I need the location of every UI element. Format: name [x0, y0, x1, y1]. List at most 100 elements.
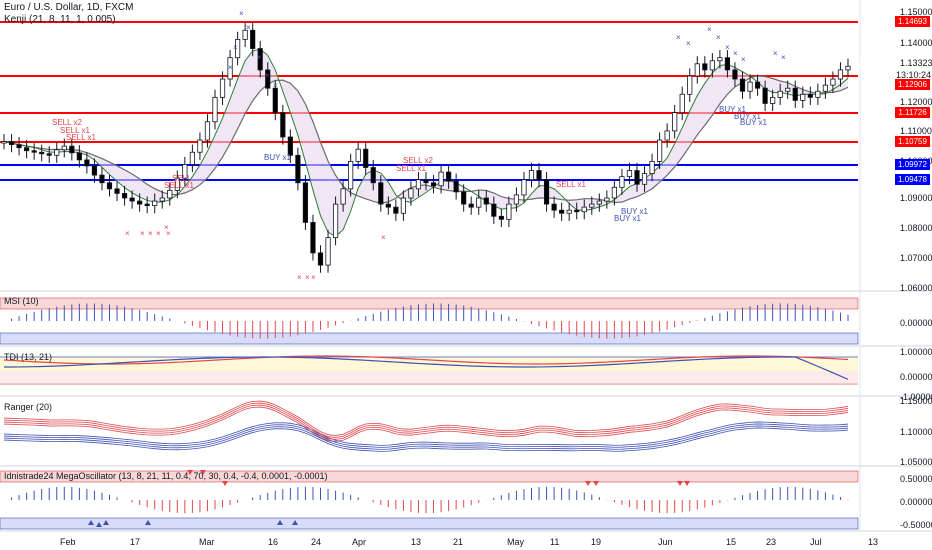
- candle-body: [8, 141, 15, 146]
- sell-signal: SELL x1: [164, 181, 194, 190]
- buy-marker: ×: [273, 81, 278, 90]
- ranger-tick: 1.05000: [900, 457, 932, 467]
- price-tick: 1.06000: [900, 283, 932, 293]
- fast-ma-line: [3, 48, 849, 238]
- candle-body: [543, 179, 550, 205]
- candle-body: [415, 179, 422, 190]
- candle-body: [129, 197, 135, 202]
- candle-body: [363, 148, 369, 168]
- time-tick: Apr: [352, 537, 367, 547]
- candle-body: [476, 197, 482, 208]
- tdi-red-line: [3, 355, 849, 365]
- time-tick: 13: [411, 537, 422, 547]
- candle-body: [242, 29, 248, 40]
- buy-marker: ×: [781, 53, 786, 62]
- candle-body: [709, 60, 715, 71]
- candle-body: [687, 75, 693, 95]
- level-badge: 1.11726: [895, 107, 930, 118]
- sell-signal: SELL: [172, 174, 192, 183]
- ranger-upper-line: [3, 400, 849, 436]
- candle-body: [694, 63, 700, 77]
- buy-marker: ×: [246, 23, 251, 32]
- sell-marker: ×: [381, 233, 386, 242]
- candle-body: [830, 78, 836, 86]
- time-tick: Jul: [810, 537, 822, 547]
- candle-body: [717, 57, 723, 62]
- candle-body: [453, 180, 459, 193]
- candle-body: [536, 170, 542, 181]
- candle-body: [370, 167, 376, 184]
- candle-body: [54, 149, 60, 156]
- mega-buy-arrow: [277, 520, 283, 525]
- mega-tick: 0.00000: [900, 497, 932, 507]
- candle-body: [39, 151, 45, 155]
- sell-signal: SELL x2: [403, 156, 433, 165]
- price-tick: 1.11000: [900, 126, 932, 136]
- tdi-tick: -1.00000: [900, 392, 932, 402]
- buy-marker: ×: [239, 9, 244, 18]
- price-tick: 1.14000: [900, 38, 932, 48]
- level-badge: 1.09972: [895, 159, 930, 170]
- candle-body: [777, 90, 783, 98]
- buy-marker: ×: [741, 55, 746, 64]
- sell-marker: ×: [166, 229, 171, 238]
- mega-sell-arrow: [187, 470, 193, 475]
- time-tick: 15: [726, 537, 737, 547]
- msi-title: MSI (10): [4, 296, 39, 306]
- candle-body: [24, 147, 30, 152]
- candle-body: [792, 87, 798, 101]
- candle-body: [408, 188, 414, 199]
- candle-body: [506, 203, 512, 220]
- time-tick: 11: [550, 537, 560, 547]
- sell-marker: ×: [305, 273, 310, 282]
- buy-signal: BUY x1: [719, 105, 746, 114]
- ranger-upper-line: [3, 402, 849, 438]
- candle-body: [724, 57, 731, 71]
- buy-marker: ×: [228, 63, 233, 72]
- level-badge: 1.12906: [895, 79, 930, 90]
- candle-body: [159, 197, 165, 202]
- time-tick: Jun: [658, 537, 673, 547]
- candle-body: [219, 78, 226, 98]
- candle-body: [1, 141, 7, 144]
- candle-body: [604, 197, 610, 202]
- candle-body: [287, 136, 293, 156]
- sell-signal: SELL x1: [60, 126, 90, 135]
- current-price-bg: [860, 58, 896, 68]
- candle-body: [46, 153, 52, 156]
- candle-body: [152, 200, 158, 207]
- ranger-lower-line: [3, 421, 849, 446]
- candle-body: [430, 182, 437, 187]
- candle-body: [837, 69, 844, 80]
- time-tick: 16: [268, 537, 279, 547]
- buy-marker: ×: [686, 39, 691, 48]
- candle-body: [137, 200, 143, 205]
- tdi-title: TDI (13, 21): [4, 352, 53, 362]
- candle-body: [649, 160, 655, 174]
- mega-sell-arrow: [585, 481, 591, 486]
- time-tick: 24: [311, 537, 322, 547]
- mega-buy-arrow: [103, 520, 109, 525]
- candle-body: [446, 171, 452, 182]
- time-tick: May: [507, 537, 525, 547]
- candle-body: [461, 191, 467, 205]
- candle-body: [754, 81, 761, 89]
- candle-body: [513, 194, 520, 205]
- price-tick: 1.08000: [900, 223, 932, 233]
- ranger-lower-line: [3, 425, 849, 450]
- candle-body: [634, 170, 640, 185]
- buy-marker: ×: [725, 43, 730, 52]
- candle-body: [99, 174, 105, 184]
- buy-signal: BUY x1: [614, 214, 641, 223]
- buy-marker: ×: [233, 43, 238, 52]
- candle-body: [325, 237, 331, 266]
- candle-body: [144, 203, 150, 207]
- mega-title: Idnistrade24 MegaOscillator (13, 8, 21, …: [4, 471, 328, 481]
- buy-marker: ×: [716, 33, 721, 42]
- buy-marker: ×: [265, 71, 270, 80]
- sell-marker: ×: [311, 273, 316, 282]
- price-tick: 1.07000: [900, 253, 932, 263]
- candle-body: [355, 148, 361, 162]
